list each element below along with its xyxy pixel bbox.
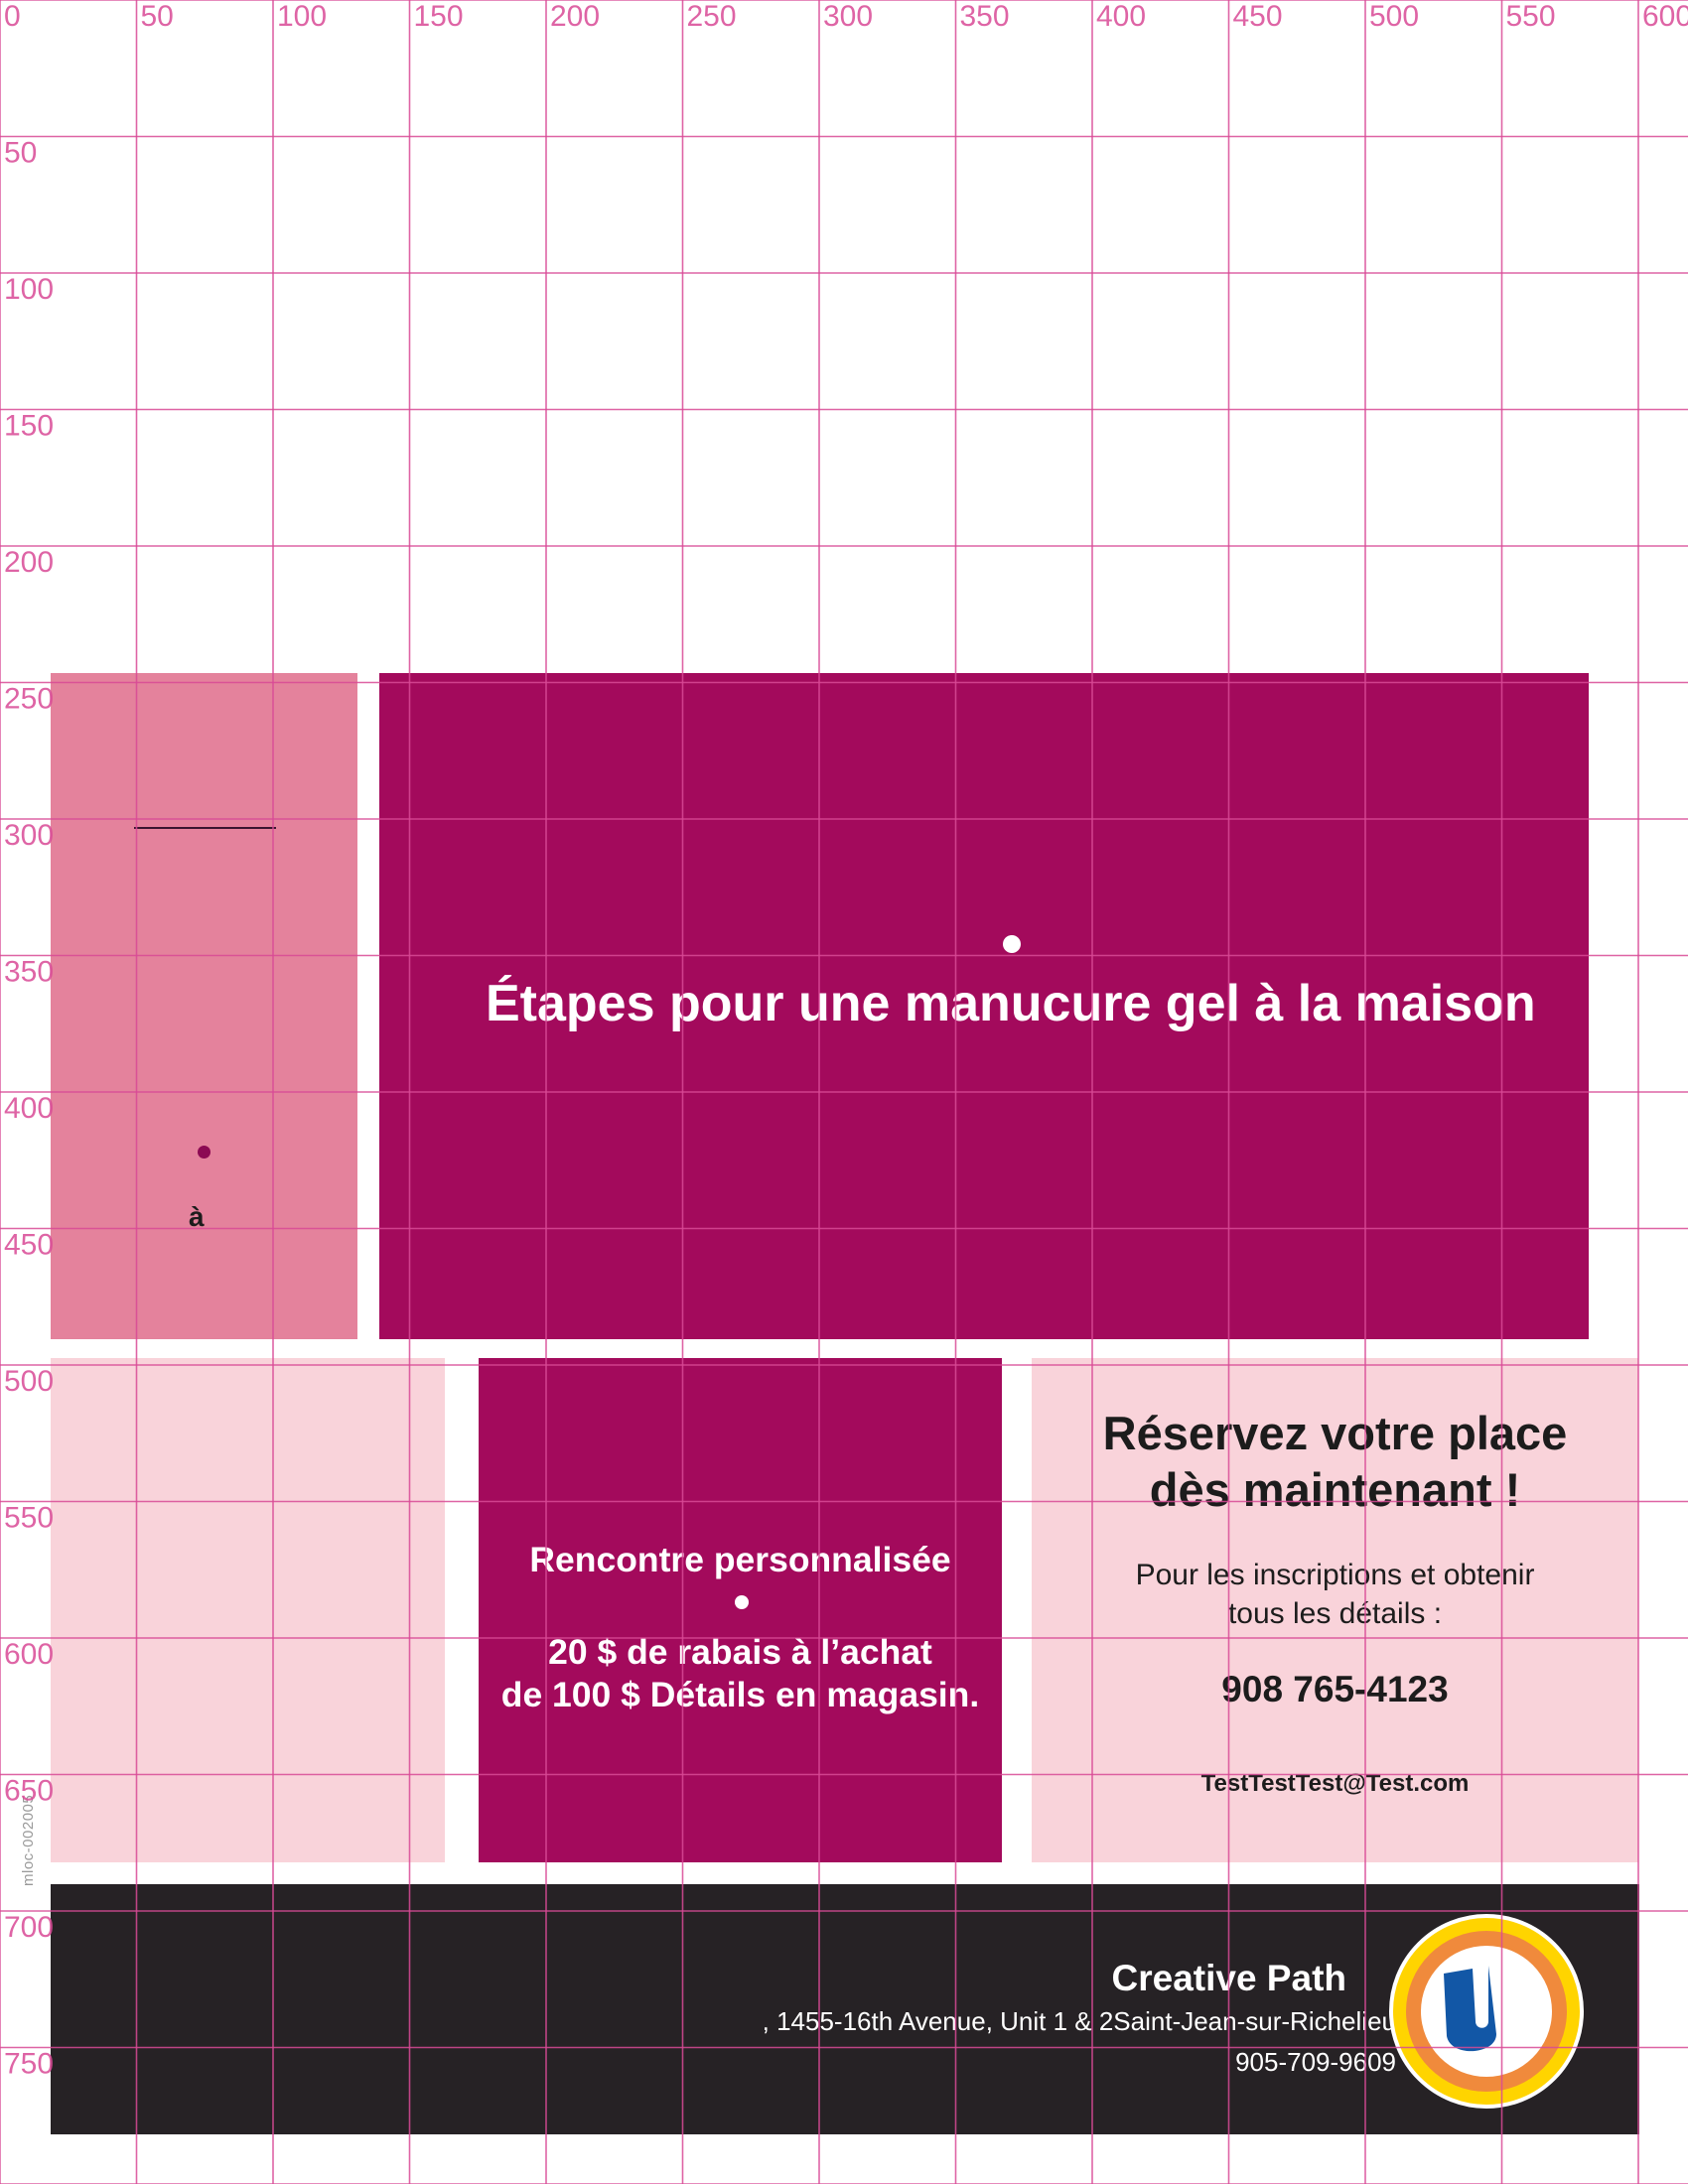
svg-text:400: 400 <box>4 1092 54 1125</box>
svg-text:500: 500 <box>4 1365 54 1398</box>
svg-text:250: 250 <box>687 0 737 33</box>
svg-text:0: 0 <box>4 0 21 33</box>
svg-text:150: 150 <box>4 410 54 443</box>
svg-text:500: 500 <box>1369 0 1419 33</box>
svg-text:550: 550 <box>4 1502 54 1535</box>
svg-text:750: 750 <box>4 2048 54 2081</box>
svg-text:600: 600 <box>4 1638 54 1671</box>
svg-text:600: 600 <box>1642 0 1688 33</box>
svg-text:250: 250 <box>4 683 54 716</box>
svg-text:550: 550 <box>1506 0 1556 33</box>
svg-text:350: 350 <box>960 0 1010 33</box>
svg-text:100: 100 <box>277 0 327 33</box>
svg-text:300: 300 <box>823 0 873 33</box>
svg-text:100: 100 <box>4 273 54 306</box>
svg-text:50: 50 <box>141 0 174 33</box>
svg-text:350: 350 <box>4 956 54 989</box>
svg-text:700: 700 <box>4 1911 54 1944</box>
svg-text:50: 50 <box>4 137 37 170</box>
svg-text:150: 150 <box>414 0 464 33</box>
svg-text:450: 450 <box>4 1229 54 1262</box>
svg-text:450: 450 <box>1233 0 1283 33</box>
svg-text:400: 400 <box>1096 0 1146 33</box>
svg-text:200: 200 <box>550 0 600 33</box>
svg-text:200: 200 <box>4 546 54 579</box>
svg-text:300: 300 <box>4 819 54 852</box>
